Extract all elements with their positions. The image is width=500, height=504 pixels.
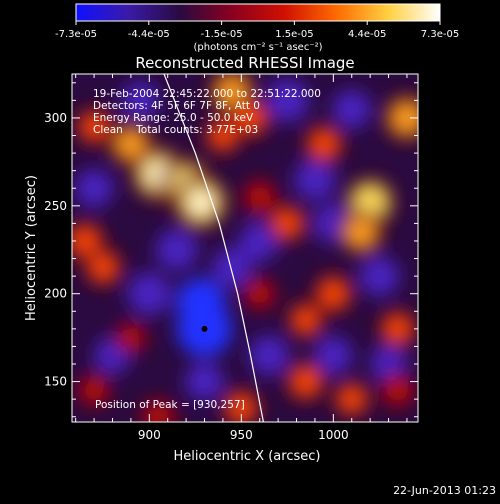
colorbar-tick-label: 4.4e-05 — [348, 29, 386, 40]
cold-spot — [248, 335, 289, 376]
heatmap-blobs — [72, 74, 418, 422]
hot-spot — [117, 130, 145, 159]
colorbar-tick-label: 1.5e-05 — [275, 29, 313, 40]
hot-spot-core — [192, 193, 210, 211]
cold-spot — [359, 256, 400, 297]
hot-spot — [237, 105, 264, 131]
cold-spot — [332, 89, 371, 129]
cold-spot — [314, 336, 353, 375]
cold-spot — [212, 247, 253, 288]
peak-position-label: Position of Peak = [930,257] — [95, 399, 245, 411]
hot-spot — [346, 217, 376, 247]
hot-spot — [120, 327, 142, 349]
y-axis-label: Heliocentric Y (arcsec) — [24, 175, 39, 321]
colorbar-tick-label: -4.4e-05 — [128, 29, 170, 40]
hot-spot — [248, 185, 272, 209]
annotation-time-range: 19-Feb-2004 22:45:22.000 to 22:51:22.000 — [93, 88, 321, 100]
hot-spot — [339, 387, 364, 412]
colorbar — [75, 3, 441, 22]
x-tick-label: 1000 — [318, 428, 349, 442]
hot-spot — [311, 131, 338, 158]
plot-frame — [71, 73, 419, 423]
chart-title: Reconstructed RHESSI Image — [135, 54, 354, 72]
colorbar-tick-label: 7.3e-05 — [421, 29, 459, 40]
cold-spot — [294, 158, 336, 201]
hot-spot — [385, 316, 411, 342]
y-tick-label: 150 — [44, 375, 67, 389]
solar-limb-line — [163, 74, 264, 422]
hot-spot — [83, 379, 105, 402]
hot-spot — [90, 254, 116, 280]
axis-ticks: 900 950 1000 150 200 250 300 — [44, 74, 418, 442]
hot-spot — [211, 123, 235, 148]
hot-spot — [72, 228, 98, 254]
cold-spot — [156, 228, 198, 271]
hot-spot — [293, 308, 318, 332]
hot-spot — [217, 77, 247, 106]
x-axis-label: Heliocentric X (arcsec) — [174, 449, 321, 464]
hot-spot — [147, 405, 170, 422]
colorbar-unit-label: (photons cm⁻² s⁻¹ asec⁻²) — [193, 42, 322, 53]
annotation-detectors: Detectors: 4F 5F 6F 7F 8F, Att 0 — [93, 100, 260, 112]
cold-spot — [176, 277, 226, 328]
colorbar-tick-label: -7.3e-05 — [55, 29, 97, 40]
colorbar-ticks: -7.3e-05 -4.4e-05 -1.5e-05 1.5e-05 4.4e-05 7.… — [55, 21, 459, 40]
colorbar-tick-label: -1.5e-05 — [201, 29, 243, 40]
hot-spot — [248, 282, 271, 305]
cold-spot — [127, 272, 171, 316]
hot-spot — [228, 395, 254, 421]
cold-spot — [265, 78, 309, 122]
cold-spot — [185, 362, 224, 401]
hot-spot — [292, 368, 319, 395]
heatmap — [72, 74, 418, 422]
hot-spot — [274, 210, 300, 236]
render-timestamp: 22-Jun-2013 01:23 — [393, 484, 496, 497]
y-tick-label: 300 — [44, 111, 67, 125]
hot-spot — [386, 378, 410, 402]
y-tick-label: 200 — [44, 287, 67, 301]
x-tick-label: 900 — [138, 428, 161, 442]
x-tick-label: 950 — [230, 428, 253, 442]
annotation-clean-counts: Clean Total counts: 3.77E+03 — [93, 124, 258, 136]
y-tick-label: 250 — [44, 199, 67, 213]
peak-marker — [201, 325, 208, 332]
hot-spot — [82, 114, 106, 139]
hot-spot — [320, 280, 347, 307]
annotation-energy-range: Energy Range: 25.0 - 50.0 keV — [93, 112, 254, 124]
cold-spot — [74, 169, 114, 208]
cold-spot — [121, 81, 159, 119]
hot-spot — [392, 103, 418, 133]
